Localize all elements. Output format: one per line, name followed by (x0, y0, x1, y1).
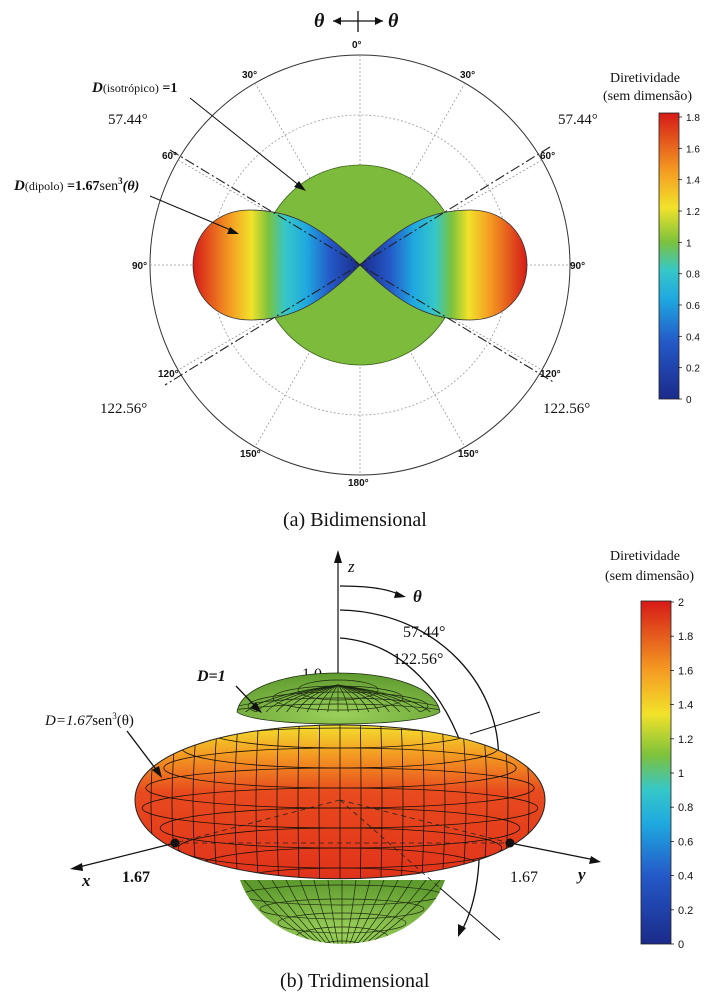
colorbar-top-title-1: Diretividade (610, 71, 680, 86)
d-dipole-label: D=1.67sen3(θ) (44, 711, 134, 729)
colorbar-tick: 0.4 (678, 871, 693, 883)
angle-30-right: 30° (460, 70, 475, 81)
colorbar-tick: 0 (678, 939, 684, 951)
isotropic-bowl (240, 880, 445, 944)
theta-label: θ (413, 587, 422, 606)
colorbar-tick: 1.8 (678, 631, 693, 643)
colorbar-tick: 2 (678, 597, 684, 609)
angle-90-left: 90° (132, 261, 147, 272)
colorbar-tick: 0.2 (678, 905, 693, 917)
colorbar-tick: 1.4 (686, 176, 700, 187)
caption-bottom: (b) Tridimensional (280, 970, 430, 992)
colorbar-top-title-2: (sem dimensão) (603, 89, 692, 104)
pointer-arrow-icon (250, 702, 262, 713)
angle-150-right: 150° (458, 449, 479, 460)
colorbar-tick: 1.6 (678, 665, 693, 677)
z-axis-label: z (347, 557, 355, 576)
isotropic-dome (237, 673, 440, 724)
3d-pattern: z θ 57.44° 122.56° 1.0 (44, 549, 694, 992)
angle-60-right: 60° (540, 151, 555, 162)
colorbar-tick: 0.8 (686, 270, 700, 281)
half-power-axes (164, 146, 556, 386)
colorbar-tick: 0.8 (678, 802, 693, 814)
y-value-label: 1.67 (510, 869, 538, 886)
axis-label-bottom-right: 122.56° (543, 401, 590, 417)
x-axis-label: x (81, 871, 91, 890)
angle-120-right: 120° (540, 369, 561, 380)
dipole-label: D(dipolo) =1.67sen3(θ) (13, 176, 139, 194)
colorbar-tick: 0.2 (686, 364, 700, 375)
colorbar-top: Diretividade (sem dimensão) 1.8 1.6 1.4 1.2… (603, 71, 700, 406)
pointer-arrow-icon (294, 181, 306, 191)
colorbar-tick: 0 (686, 395, 692, 406)
polar-pattern: θ θ 0° 30° (13, 10, 700, 531)
angle-30-left: 30° (242, 70, 257, 81)
theta-arrow-icon (394, 591, 406, 598)
y-arrow-icon (589, 856, 601, 864)
angle-120-left: 120° (158, 369, 179, 380)
z-arrow-icon (334, 550, 342, 563)
dipole-lobe-right (359, 209, 528, 321)
y-axis-label: y (576, 865, 586, 884)
colorbar-tick: 1 (686, 238, 692, 249)
colorbar-tick: 0.4 (686, 332, 700, 343)
arrow-left-icon (333, 17, 341, 25)
axis-label-top-left: 57.44° (108, 112, 148, 128)
d-isotropic-label: D=1 (196, 668, 226, 685)
pointer-arrow-icon (152, 766, 162, 778)
colorbar-tick: 1.4 (678, 700, 693, 712)
theta-left-label: θ (314, 10, 325, 32)
colorbar-bottom: Diretividade (sem dimensão) 2 1.8 1.6 1.4 1.… (605, 549, 694, 951)
colorbar-tick: 1.2 (686, 207, 700, 218)
dipole-lobe-left (192, 209, 361, 321)
angle-57-label: 57.44° (403, 624, 445, 641)
colorbar-tick: 1.8 (686, 113, 700, 124)
isotropic-label: D(isotrópico) =1 (91, 80, 177, 96)
colorbar-tick: 0.6 (686, 301, 700, 312)
colorbar-tick: 1.6 (686, 144, 700, 155)
caption-top: (a) Bidimensional (283, 509, 427, 531)
theta-right-label: θ (388, 10, 399, 32)
pointer-arrow-icon (227, 227, 239, 234)
colorbar-bottom-title-2: (sem dimensão) (605, 569, 694, 584)
axis-label-top-right: 57.44° (558, 112, 598, 128)
angle-arrow-icon (458, 924, 466, 937)
angle-122-label: 122.56° (393, 651, 443, 668)
colorbar-bottom-title-1: Diretividade (610, 549, 680, 564)
x-arrow-icon (70, 863, 83, 871)
colorbar-tick: 1 (678, 768, 684, 780)
angle-60-left: 60° (162, 151, 177, 162)
arrow-right-icon (375, 17, 383, 25)
angle-0: 0° (352, 40, 362, 51)
x-value-label: 1.67 (122, 869, 150, 886)
angle-150-left: 150° (240, 449, 261, 460)
colorbar-tick: 0.6 (678, 836, 693, 848)
axis-label-bottom-left: 122.56° (100, 401, 147, 417)
angle-90-right: 90° (570, 261, 585, 272)
colorbar-tick: 1.2 (678, 734, 693, 746)
angle-180: 180° (348, 478, 369, 489)
